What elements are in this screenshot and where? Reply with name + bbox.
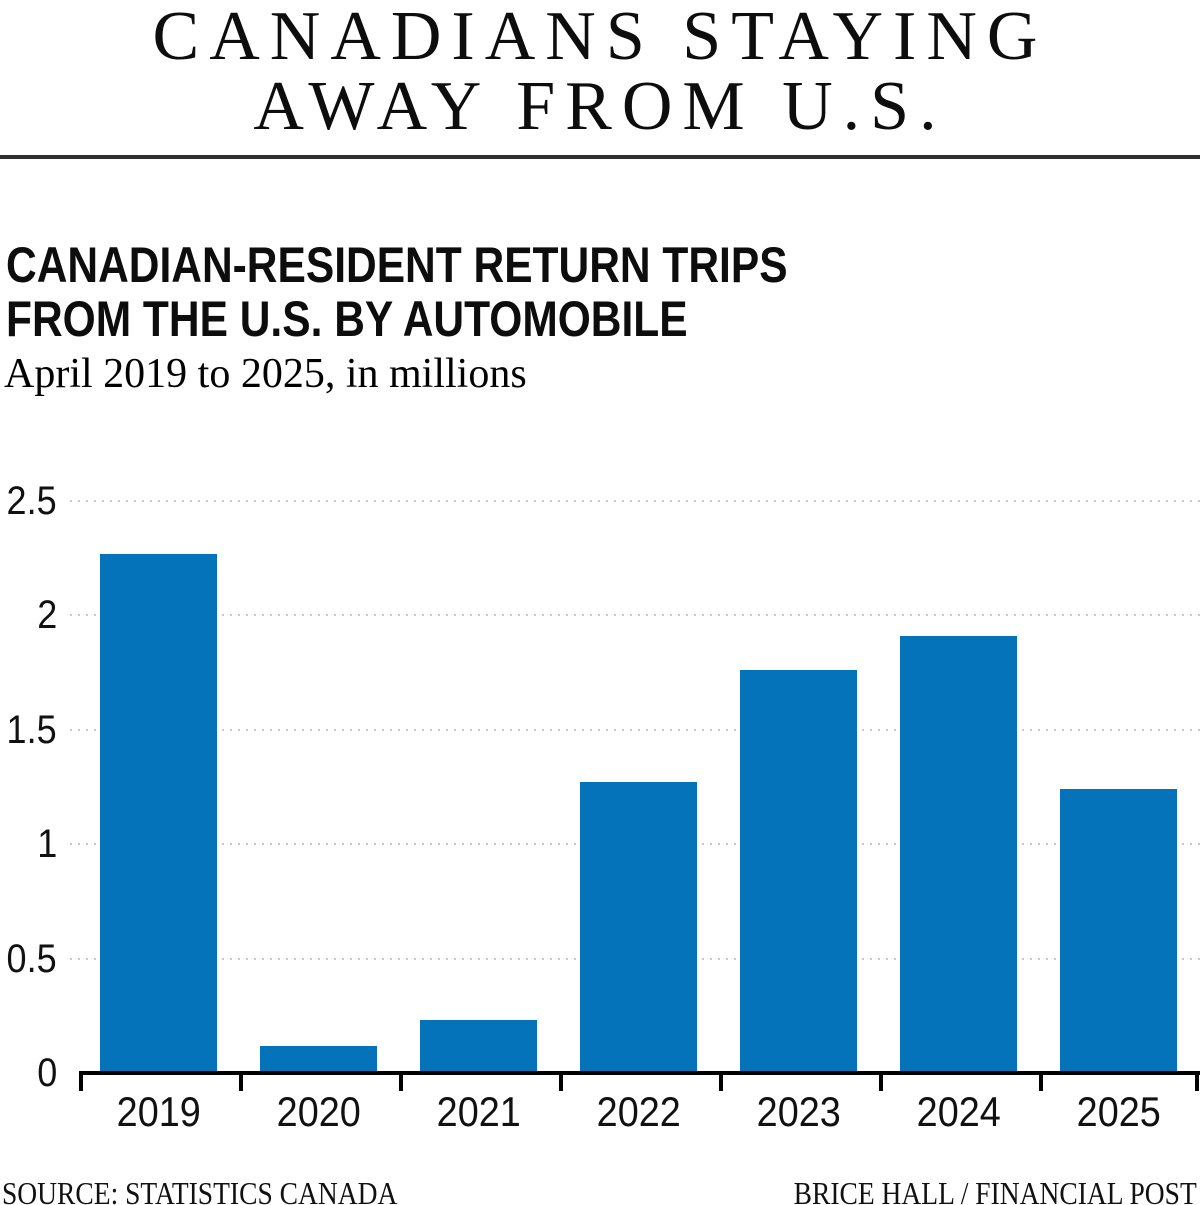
y-axis-label-0: 0 bbox=[0, 1053, 57, 1093]
y-axis-label-text: 2 bbox=[36, 593, 57, 637]
bar-2022 bbox=[580, 782, 697, 1073]
y-axis-label-text: 1.5 bbox=[6, 708, 57, 752]
x-axis-label-text: 2024 bbox=[916, 1088, 1002, 1135]
y-axis-label-0.5: 0.5 bbox=[0, 939, 57, 979]
bar-2025 bbox=[1060, 789, 1177, 1073]
x-axis-label-text: 2022 bbox=[596, 1088, 682, 1135]
bar-2023 bbox=[740, 670, 857, 1073]
y-axis-label-text: 1 bbox=[36, 822, 57, 866]
y-axis-label-2.5: 2.5 bbox=[0, 481, 57, 521]
y-axis-label-1.5: 1.5 bbox=[0, 710, 57, 750]
gridline-2 bbox=[70, 614, 1200, 616]
y-axis-label-text: 2.5 bbox=[6, 479, 57, 523]
x-axis-tick bbox=[559, 1071, 563, 1091]
x-axis-label-2025: 2025 bbox=[1039, 1090, 1199, 1134]
x-axis-label-2021: 2021 bbox=[399, 1090, 559, 1134]
y-axis-label-text: 0 bbox=[36, 1051, 57, 1095]
x-axis-label-text: 2023 bbox=[756, 1088, 842, 1135]
x-axis-tick bbox=[1195, 1071, 1199, 1091]
x-axis-label-2020: 2020 bbox=[239, 1090, 399, 1134]
x-axis-tick bbox=[879, 1071, 883, 1091]
main-title-line-2: AWAY FROM U.S. bbox=[253, 68, 947, 145]
x-axis-label-text: 2021 bbox=[436, 1088, 522, 1135]
main-title-line-1: CANADIANS STAYING bbox=[152, 0, 1048, 75]
x-axis-label-2024: 2024 bbox=[879, 1090, 1039, 1134]
x-axis-tick bbox=[1039, 1071, 1043, 1091]
chart-heading-line-1: CANADIAN-RESIDENT RETURN TRIPS bbox=[6, 237, 788, 293]
main-title: CANADIANS STAYING AWAY FROM U.S. bbox=[0, 2, 1200, 142]
x-axis-line bbox=[79, 1071, 1200, 1075]
bar-2021 bbox=[420, 1020, 537, 1073]
x-axis-tick bbox=[399, 1071, 403, 1091]
title-divider-rule bbox=[0, 155, 1200, 159]
chart-subtitle: April 2019 to 2025, in millions bbox=[4, 351, 527, 397]
bar-2024 bbox=[900, 636, 1017, 1073]
x-axis-label-text: 2020 bbox=[276, 1088, 362, 1135]
x-axis-label-2019: 2019 bbox=[79, 1090, 239, 1134]
gridline-1.5 bbox=[70, 729, 1200, 731]
x-axis-label-text: 2019 bbox=[116, 1088, 202, 1135]
gridline-2.5 bbox=[70, 500, 1200, 502]
bar-2019 bbox=[100, 554, 217, 1073]
x-axis-label-2023: 2023 bbox=[719, 1090, 879, 1134]
x-axis-label-2022: 2022 bbox=[559, 1090, 719, 1134]
y-axis-label-2: 2 bbox=[0, 595, 57, 635]
chart-heading-line-2: FROM THE U.S. BY AUTOMOBILE bbox=[6, 291, 688, 347]
credit-label: BRICE HALL / FINANCIAL POST bbox=[793, 1175, 1197, 1205]
y-axis-label-1: 1 bbox=[0, 824, 57, 864]
x-axis-tick bbox=[79, 1071, 83, 1091]
chart-heading: CANADIAN-RESIDENT RETURN TRIPS FROM THE … bbox=[6, 238, 925, 346]
source-label: SOURCE: STATISTICS CANADA bbox=[2, 1175, 398, 1205]
y-axis-label-text: 0.5 bbox=[6, 937, 57, 981]
x-axis-tick bbox=[719, 1071, 723, 1091]
x-axis-label-text: 2025 bbox=[1076, 1088, 1162, 1135]
bar-2020 bbox=[260, 1046, 377, 1073]
x-axis-tick bbox=[239, 1071, 243, 1091]
